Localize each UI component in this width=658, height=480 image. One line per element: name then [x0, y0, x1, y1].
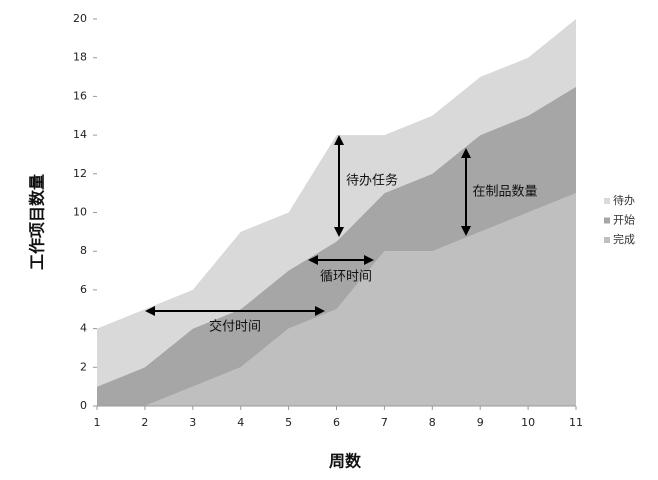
x-tick-label: 8 — [429, 416, 436, 429]
y-tick-label: 20 — [73, 12, 87, 25]
x-tick-label: 7 — [381, 416, 388, 429]
y-tick-label: 8 — [80, 244, 87, 257]
legend-label: 开始 — [613, 213, 635, 227]
legend-label: 完成 — [613, 232, 635, 246]
legend-swatch — [604, 217, 610, 224]
legend-swatch — [604, 198, 610, 204]
legend-label: 待办 — [613, 193, 635, 207]
annotation: 循环时间 — [320, 270, 372, 285]
annotation: 交付时间 — [209, 319, 261, 335]
y-tick-label: 4 — [80, 322, 87, 335]
x-tick-label: 9 — [477, 416, 484, 429]
x-tick-label: 5 — [285, 416, 292, 429]
x-tick-label: 4 — [237, 416, 244, 429]
y-tick-label: 14 — [73, 128, 87, 141]
y-tick-label: 10 — [73, 206, 87, 219]
x-tick-label: 10 — [521, 416, 535, 429]
y-tick-label: 2 — [80, 360, 87, 373]
y-tick-label: 16 — [73, 89, 87, 102]
annotation: 在制品数量 — [472, 185, 537, 200]
annotation: 待办任务 — [346, 173, 398, 189]
y-tick-label: 18 — [73, 51, 87, 64]
x-tick-label: 6 — [333, 416, 340, 429]
plot-area — [97, 19, 576, 406]
y-axis-title: 工作项目数量 — [28, 174, 47, 270]
x-tick-label: 1 — [94, 416, 101, 429]
x-tick-label: 3 — [189, 416, 196, 429]
x-tick-label: 2 — [141, 416, 148, 429]
x-tick-label: 11 — [569, 416, 583, 429]
legend-swatch — [604, 237, 610, 243]
area — [97, 86, 576, 406]
y-tick-label: 6 — [80, 283, 87, 296]
y-tick-label: 12 — [73, 167, 87, 180]
y-tick-label: 0 — [80, 399, 87, 412]
area — [97, 193, 576, 406]
x-axis-title: 周数 — [329, 452, 362, 471]
